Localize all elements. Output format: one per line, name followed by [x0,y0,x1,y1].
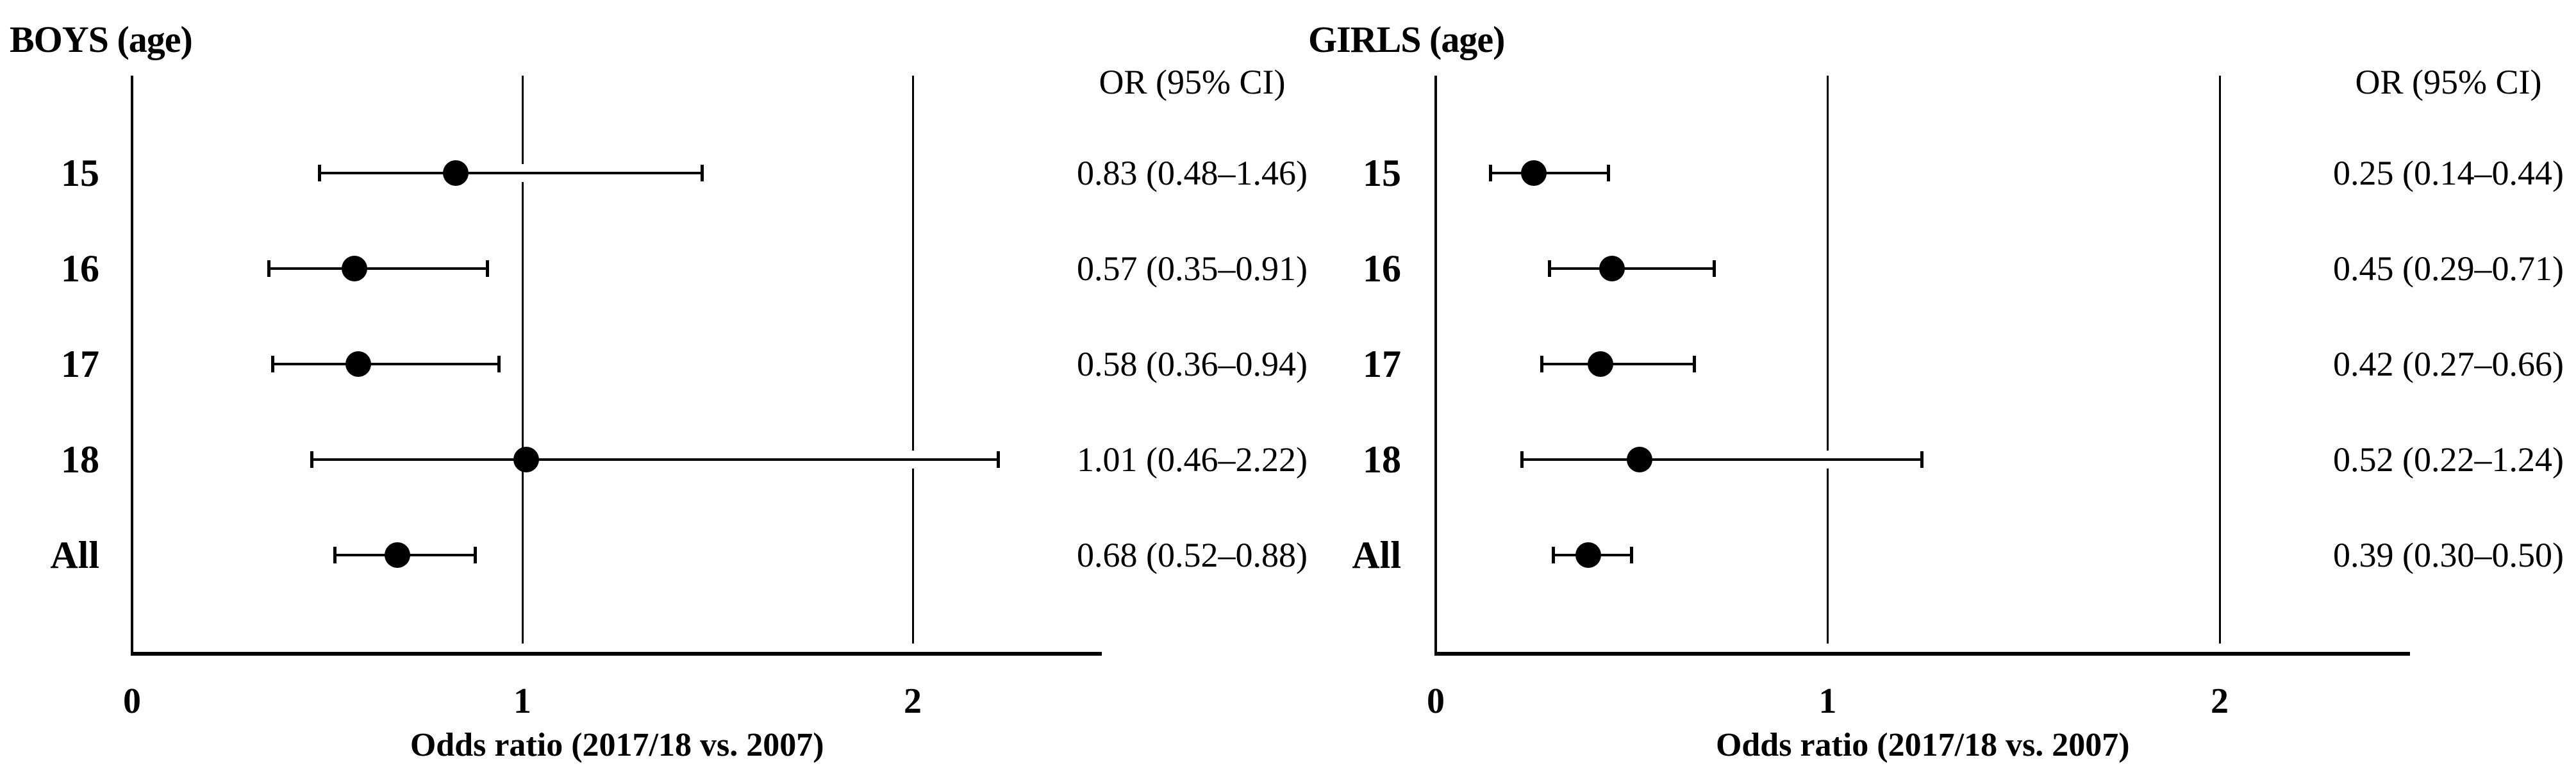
row-label-age: 18 [61,438,99,481]
y-axis-line [131,76,133,656]
or-ci-value: 0.52 (0.22–1.24) [2333,440,2564,479]
or-ci-column-header: OR (95% CI) [2355,63,2542,101]
ci-cap-low [317,165,321,181]
x-axis-title: Odds ratio (2017/18 vs. 2007) [410,727,824,763]
or-ci-value: 0.58 (0.36–0.94) [1077,345,1308,383]
panel-title: GIRLS (age) [1308,19,1505,60]
or-point-marker [1599,256,1625,281]
ci-cap-high [497,356,501,372]
ci-line [1490,172,1609,174]
or-ci-value: 0.25 (0.14–0.44) [2333,154,2564,192]
ci-line [272,363,499,365]
or-ci-value: 1.01 (0.46–2.22) [1077,440,1308,479]
ci-cap-high [1712,260,1716,277]
or-point-marker [1520,160,1547,186]
ci-line [1541,363,1695,365]
x-axis-title: Odds ratio (2017/18 vs. 2007) [1715,727,2130,763]
ci-cap-high [485,260,489,277]
ci-cap-low [333,547,337,563]
or-ci-value: 0.68 (0.52–0.88) [1077,536,1308,574]
x-tick-1: 1 [1818,681,1837,721]
ci-cap-low [1520,451,1524,468]
or-point-marker [345,351,372,377]
reference-line-or2 [2218,76,2221,644]
reference-line-or2 [911,76,914,644]
x-axis-line [132,652,1102,656]
ci-cap-high [700,165,704,181]
x-tick-0: 0 [1427,681,1445,721]
ci-cap-high [1630,547,1634,563]
or-point-marker [443,160,469,186]
or-point-marker [385,542,411,568]
ci-cap-low [1547,260,1551,277]
row-label-age: All [50,534,99,576]
x-tick-1: 1 [513,681,531,721]
row-label-age: All [1352,534,1401,576]
ci-cap-high [474,547,478,563]
ci-cap-low [1551,547,1555,563]
ci-cap-high [1693,356,1697,372]
ci-cap-high [1606,165,1610,181]
ci-line [312,458,999,461]
ci-line [319,172,702,174]
row-label-age: 16 [1363,247,1401,290]
or-point-marker [1587,351,1613,377]
or-ci-value: 0.42 (0.27–0.66) [2333,345,2564,383]
ci-cap-high [997,451,1001,468]
x-tick-0: 0 [123,681,141,721]
ci-line [1549,267,1715,270]
reference-line-or1 [521,76,524,644]
row-label-age: 15 [61,152,99,194]
ci-cap-low [270,356,274,372]
or-ci-value: 0.83 (0.48–1.46) [1077,154,1308,192]
or-point-marker [1626,447,1652,472]
panel-title: BOYS (age) [10,19,193,60]
reference-line-or1 [1827,76,1829,644]
ci-cap-low [1489,165,1493,181]
row-label-age: 17 [1363,343,1401,385]
or-point-marker [1575,542,1602,568]
ci-cap-low [310,451,313,468]
or-ci-column-header: OR (95% CI) [1099,63,1286,101]
ci-line [269,267,488,270]
row-label-age: 15 [1363,152,1401,194]
x-axis-line [1436,652,2410,656]
row-label-age: 18 [1363,438,1401,481]
x-tick-2: 2 [904,681,922,721]
or-ci-value: 0.57 (0.35–0.91) [1077,249,1308,288]
ci-cap-high [1920,451,1924,468]
x-tick-2: 2 [2211,681,2229,721]
or-point-marker [342,256,368,281]
ci-cap-low [267,260,270,277]
or-point-marker [513,447,540,472]
ci-cap-low [1540,356,1543,372]
y-axis-line [1434,76,1437,656]
ci-line [1522,458,1922,461]
row-label-age: 16 [61,247,99,290]
or-ci-value: 0.39 (0.30–0.50) [2333,536,2564,574]
or-ci-value: 0.45 (0.29–0.71) [2333,249,2564,288]
row-label-age: 17 [61,343,99,385]
